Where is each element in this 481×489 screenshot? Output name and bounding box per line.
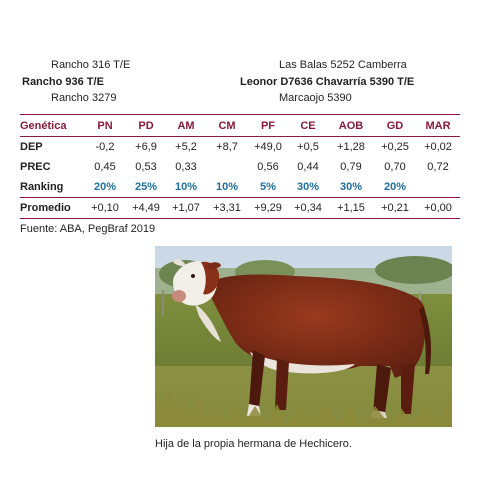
cell: +0,34: [288, 197, 328, 219]
header-genetica: Genética: [20, 116, 84, 137]
header-cm: CM: [206, 116, 248, 137]
cell: [206, 157, 248, 177]
cell: +0,10: [84, 197, 126, 219]
cell: +8,7: [216, 141, 238, 153]
cell: +0,21: [374, 197, 416, 219]
cell: +5,2: [175, 141, 197, 153]
cow-photo: [155, 246, 452, 427]
sire: Rancho 936 T/E: [22, 76, 104, 88]
table-row-dep: DEP -0,2 +6,9 +5,2 +8,7 +49,0 +0,5 +1,28…: [20, 137, 460, 158]
cell: 0,45: [94, 161, 116, 173]
row-label: Ranking: [20, 181, 64, 193]
cell: 0,72: [427, 161, 449, 173]
cell: 0,44: [297, 161, 319, 173]
table-row-promedio: Promedio +0,10 +4,49 +1,07 +3,31 +9,29 +…: [20, 197, 460, 219]
row-label: Promedio: [20, 197, 84, 219]
cell: -0,2: [95, 141, 115, 153]
row-label: PREC: [20, 161, 51, 173]
cell: +3,31: [206, 197, 248, 219]
cell: 20%: [383, 181, 407, 193]
cell: +0,5: [297, 141, 319, 153]
cell: +1,07: [166, 197, 206, 219]
dam-dam: Marcaojo 5390: [279, 92, 352, 104]
cell: 30%: [339, 181, 363, 193]
sire-sire: Rancho 316 T/E: [51, 59, 131, 71]
header-am: AM: [166, 116, 206, 137]
header-pd: PD: [126, 116, 166, 137]
cell: 10%: [215, 181, 239, 193]
table-top-rule: [20, 114, 460, 115]
table-row-prec: PREC 0,45 0,53 0,33 0,56 0,44 0,79 0,70 …: [20, 157, 460, 177]
cell: 20%: [93, 181, 117, 193]
header-gd: GD: [374, 116, 416, 137]
cell: +0,02: [424, 141, 452, 153]
cell: +49,0: [254, 141, 282, 153]
cell: +0,25: [381, 141, 409, 153]
header-pn: PN: [84, 116, 126, 137]
source-note: Fuente: ABA, PegBraf 2019: [20, 223, 156, 235]
sire-dam: Rancho 3279: [51, 92, 117, 104]
cell: +9,29: [248, 197, 288, 219]
table-header-row: Genética PN PD AM CM PF CE AOB GD MAR: [20, 116, 460, 137]
header-mar: MAR: [416, 116, 460, 137]
cell: +0,00: [416, 197, 460, 219]
cell: 0,56: [257, 161, 279, 173]
cell: [416, 177, 460, 198]
cell: +1,28: [337, 141, 365, 153]
cell: +1,15: [328, 197, 374, 219]
cell: 0,79: [340, 161, 362, 173]
cell: 25%: [134, 181, 158, 193]
cell: 10%: [174, 181, 198, 193]
cell: +4,49: [126, 197, 166, 219]
row-label: DEP: [20, 141, 43, 153]
table-row-ranking: Ranking 20% 25% 10% 10% 5% 30% 30% 20%: [20, 177, 460, 198]
cell: 0,53: [135, 161, 157, 173]
photo-caption: Hija de la propia hermana de Hechicero.: [155, 438, 352, 450]
dam: Leonor D7636 Chavarría 5390 T/E: [240, 76, 415, 88]
header-ce: CE: [288, 116, 328, 137]
cell: 5%: [260, 181, 276, 193]
header-aob: AOB: [328, 116, 374, 137]
header-pf: PF: [248, 116, 288, 137]
cell: 0,33: [175, 161, 197, 173]
dam-sire: Las Balas 5252 Camberra: [279, 59, 407, 71]
cell: 0,70: [384, 161, 406, 173]
genetics-table: Genética PN PD AM CM PF CE AOB GD MAR DE…: [20, 116, 460, 219]
cell: 30%: [296, 181, 320, 193]
cell: +6,9: [135, 141, 157, 153]
